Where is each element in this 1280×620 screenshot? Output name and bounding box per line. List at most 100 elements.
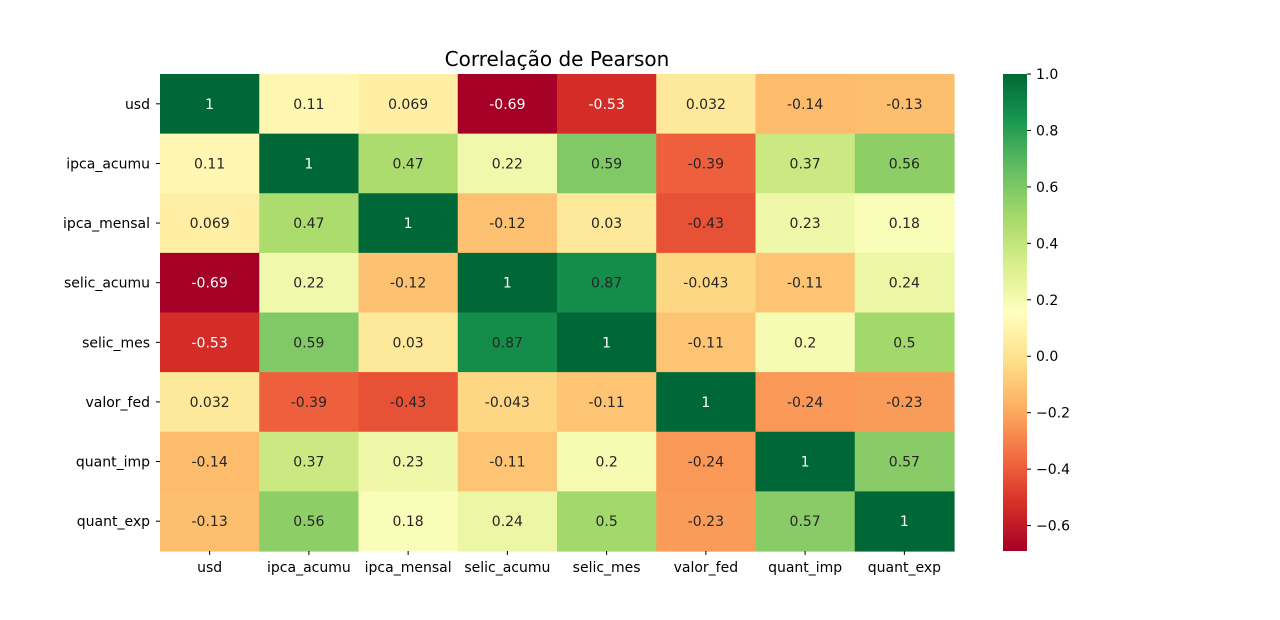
cell-value-label-4-3: 0.87 bbox=[492, 335, 523, 351]
cell-value-label-0-2: 0.069 bbox=[388, 97, 428, 113]
heatmap-cell-5-3 bbox=[457, 372, 558, 433]
cell-value-label-3-7: 0.24 bbox=[889, 276, 920, 292]
heatmap-cell-3-2 bbox=[358, 252, 459, 314]
cell-value-label-0-4: -0.53 bbox=[589, 97, 625, 113]
heatmap-cell-7-6 bbox=[755, 491, 856, 552]
heatmap-cell-5-2 bbox=[358, 372, 459, 433]
cell-value-label-6-5: -0.24 bbox=[688, 455, 724, 471]
cell-value-label-2-7: 0.18 bbox=[889, 216, 920, 232]
cell-value-label-1-1: 1 bbox=[304, 156, 313, 172]
heatmap-cell-1-4 bbox=[557, 133, 657, 194]
cell-value-label-0-5: 0.032 bbox=[686, 97, 726, 113]
heatmap-cell-0-3 bbox=[457, 74, 558, 135]
heatmap-cell-0-2 bbox=[358, 74, 459, 135]
colorbar-tick-label-0: 1.0 bbox=[1036, 67, 1058, 83]
cell-value-label-2-5: -0.43 bbox=[688, 216, 724, 232]
cell-value-label-6-6: 1 bbox=[801, 455, 810, 471]
cell-value-label-1-7: 0.56 bbox=[889, 156, 920, 172]
cell-value-label-0-6: -0.14 bbox=[787, 97, 823, 113]
cell-value-label-4-5: -0.11 bbox=[688, 335, 724, 351]
column-label-3: selic_acumu bbox=[464, 560, 550, 576]
row-label-6: quant_imp bbox=[76, 455, 150, 471]
cell-value-label-5-5: 1 bbox=[701, 395, 710, 411]
heatmap-cell-1-2 bbox=[358, 133, 459, 194]
cell-value-label-6-2: 0.23 bbox=[393, 455, 424, 471]
heatmap-cell-6-2 bbox=[358, 431, 459, 492]
cell-value-label-6-3: -0.11 bbox=[489, 455, 525, 471]
colorbar-tick-label-5: 0.0 bbox=[1036, 349, 1058, 365]
cell-value-label-3-5: -0.043 bbox=[683, 276, 728, 292]
heatmap-cell-0-4 bbox=[557, 74, 657, 135]
heatmap-cell-7-7 bbox=[854, 491, 955, 552]
heatmap-cell-3-6 bbox=[755, 252, 856, 314]
heatmap-cell-4-0 bbox=[160, 312, 260, 373]
row-label-5: valor_fed bbox=[85, 395, 150, 411]
cell-value-label-1-4: 0.59 bbox=[591, 156, 622, 172]
cell-value-label-4-4: 1 bbox=[602, 335, 611, 351]
heatmap-cell-5-5 bbox=[656, 372, 757, 433]
column-label-1: ipca_acumu bbox=[267, 560, 351, 576]
row-label-3: selic_acumu bbox=[64, 276, 150, 292]
cell-value-label-3-4: 0.87 bbox=[591, 276, 622, 292]
heatmap-cell-1-6 bbox=[755, 133, 856, 194]
heatmap-cell-7-2 bbox=[358, 491, 459, 552]
cell-value-label-7-3: 0.24 bbox=[492, 514, 523, 530]
heatmap-cell-5-0 bbox=[160, 372, 260, 433]
cell-value-label-6-4: 0.2 bbox=[595, 455, 617, 471]
heatmap-cell-6-1 bbox=[259, 431, 360, 492]
cell-value-label-2-4: 0.03 bbox=[591, 216, 622, 232]
heatmap-cell-4-4 bbox=[557, 312, 657, 373]
heatmap-cell-7-5 bbox=[656, 491, 757, 552]
cell-value-label-6-1: 0.37 bbox=[293, 455, 324, 471]
colorbar-tick-label-4: 0.2 bbox=[1036, 293, 1058, 309]
heatmap-cell-2-0 bbox=[160, 193, 260, 254]
heatmap-cell-6-4 bbox=[557, 431, 657, 492]
heatmap-cell-3-3 bbox=[457, 252, 558, 314]
heatmap-cell-5-4 bbox=[557, 372, 657, 433]
cell-value-label-7-5: -0.23 bbox=[688, 514, 724, 530]
column-labels: usd ipca_acumu ipca_mensal selic_acumu selic… bbox=[197, 551, 941, 576]
column-label-4: selic_mes bbox=[573, 560, 641, 576]
heatmap-cell-3-1 bbox=[259, 252, 360, 314]
heatmap-cell-7-3 bbox=[457, 491, 558, 552]
cell-value-label-5-1: -0.39 bbox=[291, 395, 327, 411]
cell-value-label-1-3: 0.22 bbox=[492, 156, 523, 172]
cell-value-label-6-7: 0.57 bbox=[889, 455, 920, 471]
chart-title: Correlação de Pearson bbox=[445, 47, 670, 71]
colorbar-tick-label-8: −0.6 bbox=[1036, 519, 1070, 535]
cell-value-label-6-0: -0.14 bbox=[192, 455, 228, 471]
cell-value-label-3-3: 1 bbox=[503, 276, 512, 292]
heatmap-cell-0-1 bbox=[259, 74, 360, 135]
heatmap-cell-2-5 bbox=[656, 193, 757, 254]
heatmap-cell-6-3 bbox=[457, 431, 558, 492]
cell-value-label-4-6: 0.2 bbox=[794, 335, 816, 351]
row-label-1: ipca_acumu bbox=[66, 156, 150, 172]
colorbar-tick-label-6: −0.2 bbox=[1036, 406, 1070, 422]
heatmap-cell-4-1 bbox=[259, 312, 360, 373]
column-label-0: usd bbox=[197, 560, 222, 576]
heatmap-cell-3-5 bbox=[656, 252, 757, 314]
row-label-4: selic_mes bbox=[82, 335, 150, 351]
colorbar: 1.0 0.8 0.6 0.4 0.2 0.0 −0.2 −0.4 −0.6 bbox=[1003, 67, 1070, 551]
heatmap-cells: 1 0.11 0.069 -0.69 -0.53 0.032 -0.14 -0.13 0.11 1… bbox=[160, 74, 955, 552]
heatmap-cell-2-3 bbox=[457, 193, 558, 254]
cell-value-label-1-2: 0.47 bbox=[393, 156, 424, 172]
cell-value-label-3-2: -0.12 bbox=[390, 276, 426, 292]
heatmap-cell-0-5 bbox=[656, 74, 757, 135]
cell-value-label-7-6: 0.57 bbox=[790, 514, 821, 530]
heatmap-cell-0-7 bbox=[854, 74, 955, 135]
heatmap-cell-0-0 bbox=[160, 74, 260, 135]
cell-value-label-4-1: 0.59 bbox=[293, 335, 324, 351]
cell-value-label-2-2: 1 bbox=[404, 216, 413, 232]
cell-value-label-0-3: -0.69 bbox=[489, 97, 525, 113]
row-label-7: quant_exp bbox=[77, 514, 150, 530]
column-label-5: valor_fed bbox=[674, 560, 739, 576]
colorbar-tick-label-1: 0.8 bbox=[1036, 123, 1058, 139]
cell-value-label-0-0: 1 bbox=[205, 97, 214, 113]
colorbar-gradient bbox=[1003, 74, 1027, 551]
cell-value-label-0-7: -0.13 bbox=[886, 97, 922, 113]
cell-value-label-2-3: -0.12 bbox=[489, 216, 525, 232]
heatmap-cell-2-2 bbox=[358, 193, 459, 254]
cell-value-label-2-0: 0.069 bbox=[190, 216, 230, 232]
